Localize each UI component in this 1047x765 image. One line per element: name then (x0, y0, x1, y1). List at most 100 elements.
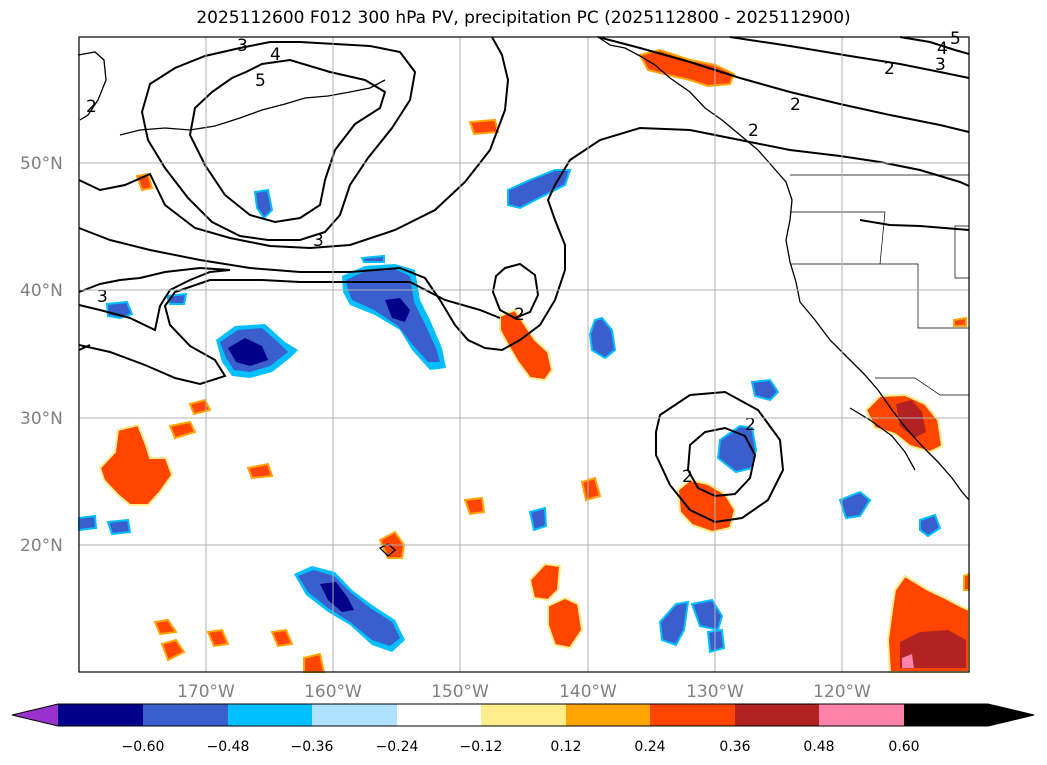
precip-blob (206, 628, 230, 648)
contour-label: 5 (950, 29, 961, 49)
gridlines (79, 37, 969, 672)
colorbar-segment (397, 704, 481, 726)
precip-blob (468, 118, 500, 136)
colorbar-tick: 0.12 (550, 739, 581, 755)
colorbar-tick: −0.60 (122, 739, 165, 755)
contour-label: 2 (884, 59, 895, 79)
colorbar-segment (228, 704, 312, 726)
colorbar-segment (650, 704, 735, 726)
precip-blob (188, 398, 212, 416)
contour-label: 3 (97, 287, 108, 307)
map-frame (78, 36, 970, 673)
precip-blob (963, 572, 970, 591)
pv-contour-3-north (78, 36, 510, 250)
precip-blob (750, 378, 780, 402)
precip-blob (919, 513, 942, 538)
colorbar-segment (58, 704, 143, 726)
precip-blob (385, 298, 410, 322)
precip-blob (507, 169, 572, 210)
colorbar-extend-low (12, 704, 58, 726)
precip-blob (463, 496, 486, 516)
contour-label: 2 (790, 95, 801, 115)
siberia-coast (77, 51, 107, 121)
lat-label-30: 30°N (20, 409, 63, 429)
pv-contour-5 (188, 58, 387, 224)
contour-label: 3 (935, 55, 946, 75)
latitude-labels: 50°N 40°N 30°N 20°N (20, 154, 63, 556)
border-line (790, 211, 886, 265)
precip-blob (78, 514, 98, 532)
precip-blob (106, 518, 132, 536)
contour-label: 5 (255, 71, 266, 91)
lat-label-40: 40°N (20, 281, 63, 301)
precip-blob (246, 462, 274, 480)
colorbar-tick: 0.60 (888, 739, 919, 755)
colorbar-tick: 0.48 (803, 739, 834, 755)
lat-label-20: 20°N (20, 536, 63, 556)
precip-blob (303, 652, 326, 673)
pv-contour-3-west (78, 266, 231, 332)
lon-label-140w: 140°W (559, 682, 617, 702)
border-line (880, 263, 969, 329)
precip-blob (902, 654, 914, 668)
precip-blob (588, 316, 617, 360)
pv-contour-4-ne (899, 36, 970, 55)
precip-blob (528, 562, 562, 602)
lon-label-150w: 150°W (431, 682, 489, 702)
colorbar: −0.60 −0.48 −0.36 −0.24 −0.12 0.12 0.24 … (11, 703, 1035, 755)
precip-blob (228, 338, 268, 366)
precip-blob (838, 490, 872, 520)
pv-contour-edge (78, 344, 91, 351)
lon-label-130w: 130°W (686, 682, 744, 702)
pv-contour-2-low (686, 426, 757, 498)
colorbar-extend-high (904, 704, 1034, 726)
colorbar-segment (735, 704, 819, 726)
longitude-labels: 170°W 160°W 150°W 140°W 130°W 120°W (177, 682, 871, 702)
lat-label-50: 50°N (20, 154, 63, 174)
pv-contour-2-east (859, 219, 970, 231)
precip-blob (160, 638, 186, 662)
contour-label: 4 (270, 45, 281, 65)
pv-contour-2-ne (597, 36, 970, 133)
colorbar-segment (566, 704, 650, 726)
precip-blob (658, 600, 690, 647)
precip-blob (270, 628, 294, 648)
precip-blob (706, 628, 726, 654)
north-america-coast (597, 36, 970, 501)
colorbar-tick: −0.24 (376, 739, 419, 755)
precip-blob (98, 423, 174, 506)
precip-blob (900, 630, 966, 668)
pv-contour-2-main (78, 126, 970, 352)
border-line (875, 377, 969, 396)
lon-label-120w: 120°W (813, 682, 871, 702)
pv-contour-3-ne (729, 36, 970, 79)
lon-label-170w: 170°W (177, 682, 235, 702)
contour-label: 4 (937, 39, 948, 59)
contour-label: 2 (748, 121, 759, 141)
colorbar-segment (819, 704, 904, 726)
lon-label-160w: 160°W (304, 682, 362, 702)
colorbar-segment (312, 704, 397, 726)
contour-label: 2 (514, 305, 525, 325)
pv-contour-4 (140, 41, 417, 241)
colorbar-segment (143, 704, 228, 726)
contour-label: 2 (745, 415, 756, 435)
colorbar-outline (11, 703, 1035, 727)
colorbar-tick: −0.12 (460, 739, 503, 755)
pv-contours (78, 36, 970, 524)
precip-blob (896, 400, 926, 438)
precip-blob (320, 582, 354, 612)
pv-contour-1-low (655, 390, 785, 524)
contour-label: 2 (682, 467, 693, 487)
baja-coast (849, 407, 916, 471)
precip-blob (168, 420, 197, 440)
colorbar-tick: −0.48 (207, 739, 250, 755)
pv-contour-2-west (78, 279, 501, 386)
colorbar-tick: −0.36 (291, 739, 334, 755)
map-title: 2025112600 F012 300 hPa PV, precipitatio… (196, 8, 851, 28)
colorbar-segment (481, 704, 566, 726)
contour-label: 3 (313, 231, 324, 251)
aleutian-coast (119, 79, 386, 136)
precip-blob (360, 254, 385, 263)
